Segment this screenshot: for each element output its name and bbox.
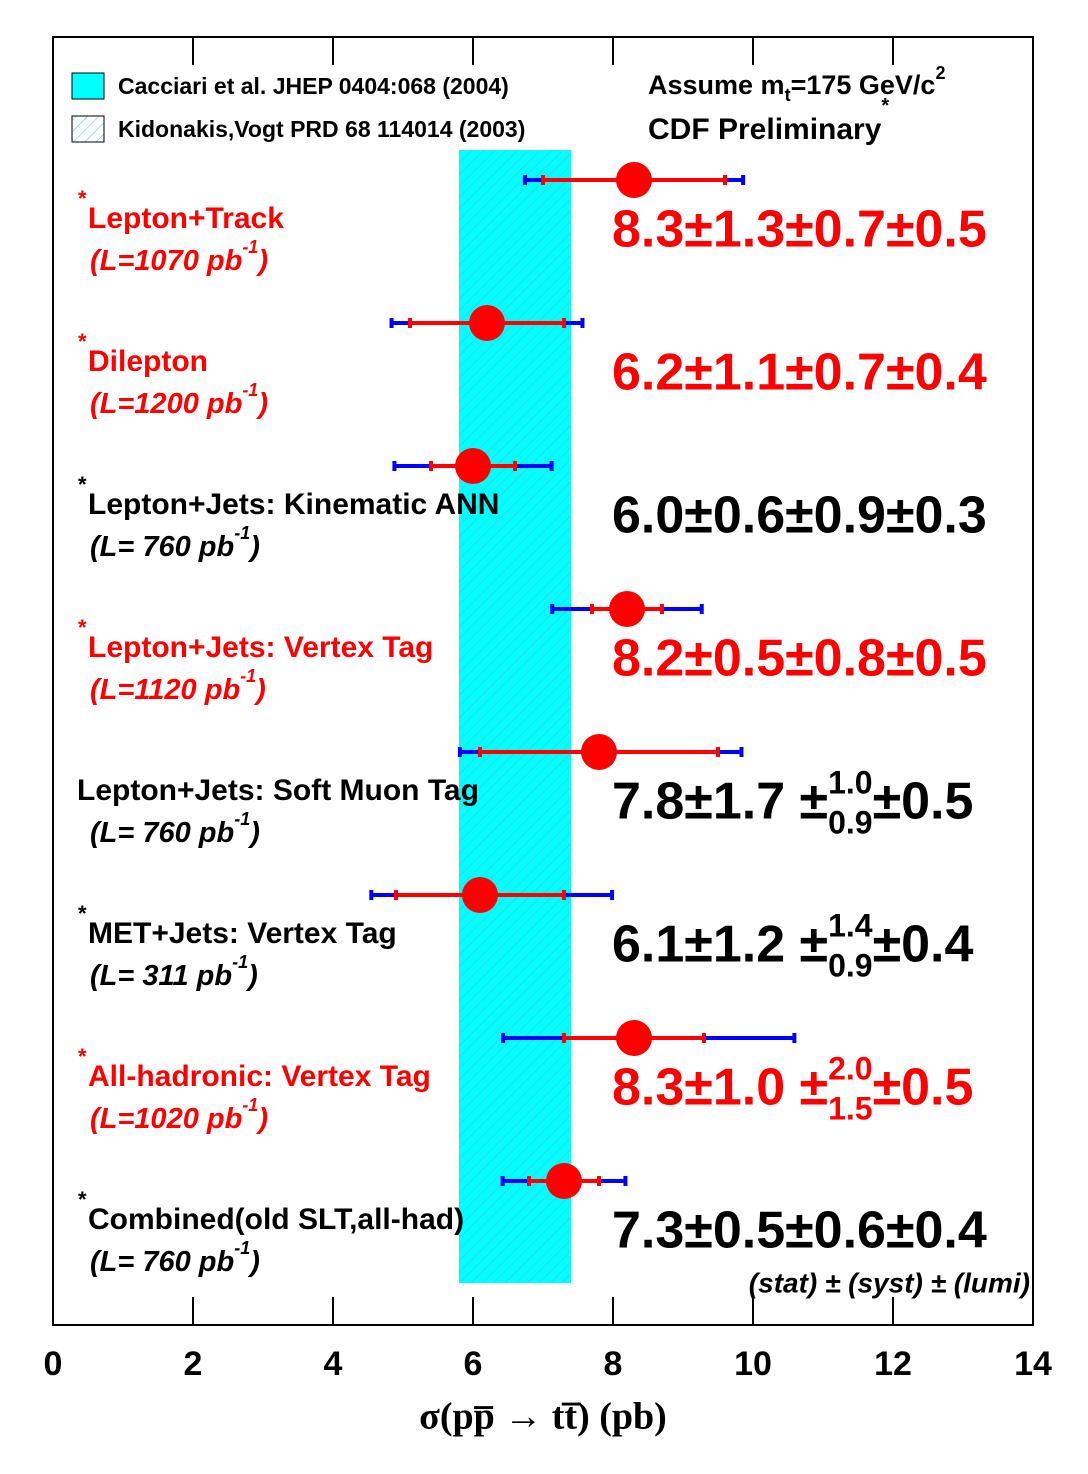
luminosity-sup: -1 (234, 1238, 250, 1258)
result-label: 6.2±1.1±0.7±0.4 (612, 344, 987, 402)
measurement-name: Lepton+Jets: Kinematic ANN (88, 488, 499, 521)
measurement-point (546, 1163, 582, 1199)
measurement-name: Lepton+Track (88, 202, 284, 235)
star: * (78, 901, 87, 926)
result-label-end: ±0.4 (873, 916, 974, 974)
assumption: Assume mt=175 GeV/c2 (648, 63, 945, 105)
measurement-point (609, 591, 645, 627)
result-label-up: 1.0 (828, 764, 872, 800)
x-tick-label: 8 (604, 1345, 623, 1383)
luminosity-sup: -1 (234, 809, 250, 829)
luminosity-sup: -1 (240, 666, 256, 686)
x-tick-label: 0 (44, 1345, 63, 1383)
assumption-sup: 2 (935, 63, 945, 83)
result-label-end: ±0.5 (873, 773, 974, 831)
result-label: 6.0±0.6±0.9±0.3 (612, 487, 987, 545)
footnote: (stat) ± (syst) ± (lumi) (749, 1267, 1030, 1298)
luminosity-sup: -1 (234, 523, 250, 543)
result-label: 7.8±1.7 ± (612, 773, 828, 831)
measurement-point (455, 448, 491, 484)
legend-label: Cacciari et al. JHEP 0404:068 (2004) (118, 73, 509, 99)
luminosity: (L= 760 pb-1) (90, 1238, 260, 1278)
preliminary: CDF Preliminary* (648, 95, 889, 146)
luminosity-text: (L=1120 pb (90, 674, 240, 706)
result-label: 8.3±1.0 ± (612, 1059, 828, 1117)
measurement-name: Lepton+Jets: Soft Muon Tag (77, 774, 479, 807)
star: * (78, 329, 87, 354)
luminosity-end: ) (247, 1246, 260, 1278)
plot-frame (52, 36, 1034, 1326)
luminosity-sup: -1 (242, 380, 258, 400)
star: * (78, 1044, 87, 1069)
result-label: 6.1±1.2 ± (612, 916, 828, 974)
star: * (78, 186, 87, 211)
luminosity: (L= 760 pb-1) (90, 523, 260, 563)
star: * (78, 472, 87, 497)
star: * (78, 615, 87, 640)
x-tick-label: 12 (874, 1345, 912, 1383)
x-tick-label: 14 (1014, 1345, 1052, 1383)
measurement-point (462, 877, 498, 913)
luminosity-end: ) (247, 531, 260, 563)
measurement-point (616, 162, 652, 198)
luminosity: (L=1020 pb-1) (90, 1095, 268, 1135)
measurement-name: Combined(old SLT,all-had) (88, 1203, 464, 1236)
x-tick-label: 4 (324, 1345, 343, 1383)
assumption-sub: t (785, 85, 791, 105)
result-label-down: 0.9 (828, 947, 872, 983)
result-label: 8.3±1.3±0.7±0.5 (612, 201, 987, 259)
luminosity: (L=1070 pb-1) (90, 237, 268, 277)
luminosity-text: (L= 311 pb (90, 960, 232, 992)
luminosity: (L=1120 pb-1) (90, 666, 266, 706)
measurement-name: All-hadronic: Vertex Tag (88, 1060, 431, 1093)
luminosity: (L= 311 pb-1) (90, 952, 258, 992)
luminosity-text: (L= 760 pb (90, 817, 234, 849)
result-label: 7.3±0.5±0.6±0.4 (612, 1202, 987, 1260)
luminosity-text: (L=1070 pb (90, 245, 242, 277)
legend-swatch (71, 72, 105, 100)
measurement-name: Lepton+Jets: Vertex Tag (88, 631, 433, 664)
x-tick-label: 10 (734, 1345, 772, 1383)
result-label-up: 2.0 (828, 1050, 872, 1086)
legend-label: Kidonakis,Vogt PRD 68 114014 (2003) (118, 116, 525, 142)
luminosity-text: (L=1020 pb (90, 1103, 242, 1135)
luminosity-sup: -1 (232, 952, 248, 972)
luminosity-text: (L= 760 pb (90, 531, 234, 563)
preliminary-text: CDF Preliminary (648, 113, 882, 146)
measurement-name: Dilepton (88, 345, 208, 378)
luminosity-end: ) (255, 245, 268, 277)
luminosity: (L= 760 pb-1) (90, 809, 260, 849)
luminosity-end: ) (245, 960, 258, 992)
result-label-up: 1.4 (828, 907, 873, 943)
assumption-rest: =175 GeV/c (791, 70, 936, 100)
legend-swatch (71, 115, 105, 143)
luminosity-text: (L= 760 pb (90, 1246, 234, 1278)
luminosity-end: ) (255, 388, 268, 420)
luminosity-text: (L=1200 pb (90, 388, 242, 420)
measurement-point (581, 734, 617, 770)
preliminary-sup: * (881, 95, 889, 117)
luminosity-sup: -1 (242, 237, 258, 257)
measurement-point (616, 1020, 652, 1056)
measurement-point (469, 305, 505, 341)
luminosity-sup: -1 (242, 1095, 258, 1115)
result-label-down: 1.5 (828, 1090, 872, 1126)
result-label: 8.2±0.5±0.8±0.5 (612, 630, 987, 688)
luminosity-end: ) (253, 674, 266, 706)
luminosity-end: ) (255, 1103, 268, 1135)
assumption-text: Assume m (648, 70, 785, 100)
star: * (78, 1187, 87, 1212)
result-label-down: 0.9 (828, 804, 872, 840)
luminosity-end: ) (247, 817, 260, 849)
x-tick-label: 6 (464, 1345, 483, 1383)
luminosity: (L=1200 pb-1) (90, 380, 268, 420)
result-label-end: ±0.5 (873, 1059, 974, 1117)
x-tick-label: 2 (184, 1345, 203, 1383)
x-axis-title: σ(pp̅ → tt̅) (pb) (419, 1396, 667, 1438)
theory-band (459, 150, 571, 1283)
measurement-name: MET+Jets: Vertex Tag (88, 917, 397, 950)
